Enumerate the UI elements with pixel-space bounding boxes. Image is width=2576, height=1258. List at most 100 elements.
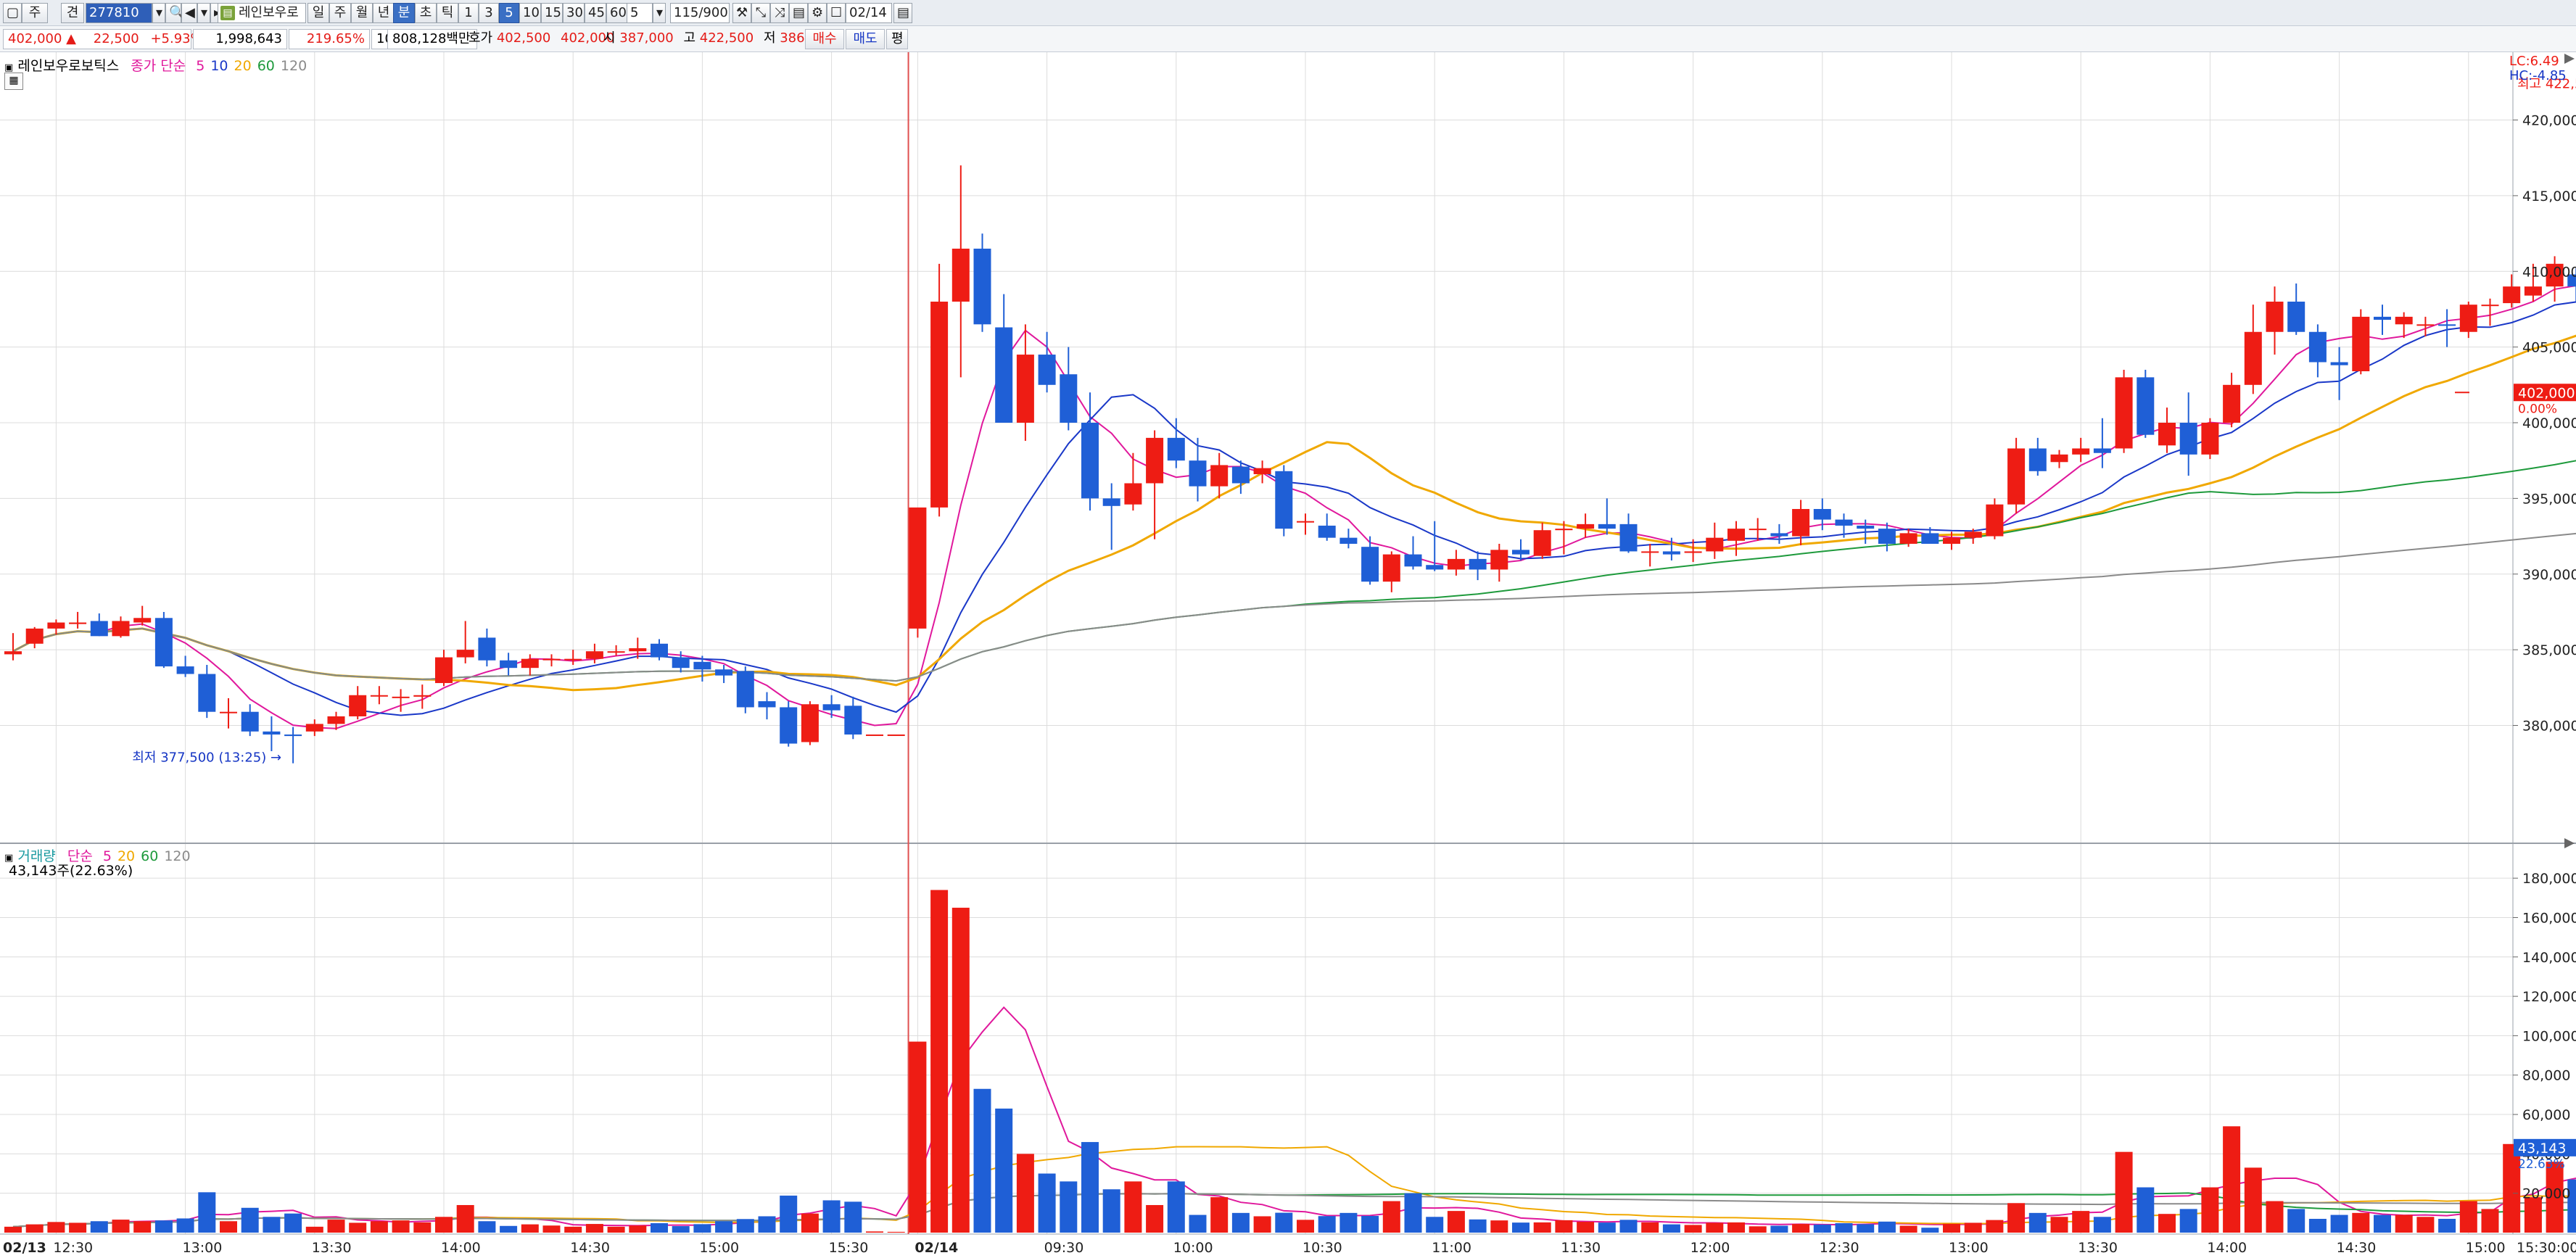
volume-bar[interactable]: [2137, 1187, 2155, 1233]
volume-bar[interactable]: [844, 1201, 862, 1233]
candle[interactable]: [478, 628, 496, 667]
toolbar-item-3[interactable]: ▾: [152, 3, 165, 23]
candle[interactable]: [1339, 529, 1358, 549]
volume-bar[interactable]: [2481, 1209, 2499, 1233]
volume-bar[interactable]: [1943, 1223, 1960, 1233]
volume-bar[interactable]: [1577, 1222, 1595, 1233]
volume-bar[interactable]: [736, 1219, 754, 1233]
volume-bar[interactable]: [1016, 1154, 1034, 1233]
volume-bar[interactable]: [2330, 1214, 2348, 1233]
volume-legend-period-60[interactable]: 60: [141, 848, 159, 864]
volume-bar[interactable]: [930, 890, 949, 1233]
candle[interactable]: [1189, 437, 1207, 502]
candle[interactable]: [1943, 531, 1960, 550]
volume-bar[interactable]: [2416, 1217, 2435, 1233]
candle[interactable]: [2546, 256, 2564, 302]
candle[interactable]: [1081, 392, 1099, 511]
volume-bar[interactable]: [1361, 1215, 1379, 1233]
volume-bar[interactable]: [1964, 1222, 1982, 1233]
candle[interactable]: [2201, 418, 2219, 460]
candle[interactable]: [25, 626, 44, 649]
candle[interactable]: [456, 621, 474, 663]
volume-bar[interactable]: [1275, 1212, 1293, 1233]
candle[interactable]: [930, 263, 949, 517]
candle[interactable]: [435, 650, 453, 687]
volume-bar[interactable]: [1081, 1142, 1099, 1233]
candle[interactable]: [585, 643, 603, 663]
candle[interactable]: [2416, 316, 2435, 337]
candle[interactable]: [1253, 460, 1271, 484]
volume-bar[interactable]: [1899, 1225, 1917, 1233]
candle[interactable]: [1813, 498, 1831, 531]
candle[interactable]: [133, 605, 152, 626]
volume-bar[interactable]: [2395, 1214, 2413, 1233]
candle[interactable]: [2524, 263, 2542, 302]
candle[interactable]: [327, 711, 345, 730]
candle[interactable]: [693, 655, 711, 682]
candle[interactable]: [1382, 551, 1400, 592]
candle[interactable]: [198, 665, 216, 719]
candle[interactable]: [909, 507, 927, 638]
toolbar-item-17[interactable]: 3: [479, 3, 499, 23]
candle[interactable]: [607, 645, 625, 656]
candle[interactable]: [2072, 437, 2090, 463]
volume-bar[interactable]: [2308, 1218, 2327, 1233]
candle[interactable]: [2050, 450, 2068, 468]
candle[interactable]: [2093, 418, 2111, 468]
candle[interactable]: [112, 616, 130, 638]
volume-bar[interactable]: [780, 1195, 798, 1233]
candle[interactable]: [1469, 551, 1487, 581]
panel-toggle-icon[interactable]: ▢: [3, 3, 22, 23]
axis-scroll-arrow-icon[interactable]: [2564, 54, 2575, 64]
candle[interactable]: [2287, 283, 2305, 335]
volume-bar[interactable]: [2028, 1212, 2047, 1233]
volume-bar[interactable]: [1512, 1222, 1530, 1233]
volume-bar[interactable]: [1921, 1228, 1939, 1233]
volume-bar[interactable]: [1426, 1217, 1444, 1233]
candle[interactable]: [2244, 305, 2262, 394]
candle[interactable]: [2330, 347, 2348, 400]
volume-bar[interactable]: [25, 1224, 44, 1233]
volume-bar[interactable]: [2503, 1143, 2521, 1233]
volume-bar[interactable]: [1598, 1222, 1616, 1233]
candle[interactable]: [715, 665, 733, 684]
volume-bar[interactable]: [198, 1192, 216, 1233]
toolbar-item-29[interactable]: ⤨: [770, 3, 789, 23]
candle[interactable]: [1792, 500, 1810, 546]
candle[interactable]: [47, 619, 65, 635]
candle[interactable]: [844, 696, 862, 740]
volume-bar[interactable]: [564, 1226, 582, 1233]
price-legend-stock[interactable]: 레인보우로보틱스: [17, 58, 120, 74]
volume-bar[interactable]: [2374, 1214, 2391, 1233]
volume-bar[interactable]: [1231, 1212, 1250, 1233]
volume-bar[interactable]: [693, 1224, 711, 1233]
toolbar-item-22[interactable]: 45: [585, 3, 606, 23]
candle[interactable]: [1297, 513, 1314, 535]
drawing-tool-icon[interactable]: ▦: [4, 73, 23, 90]
volume-bar[interactable]: [176, 1218, 194, 1233]
volume-bar[interactable]: [133, 1221, 152, 1233]
candle[interactable]: [1921, 527, 1939, 544]
candle[interactable]: [2352, 309, 2370, 375]
volume-bar[interactable]: [154, 1220, 173, 1233]
candle[interactable]: [651, 639, 668, 661]
candle[interactable]: [4, 633, 22, 661]
volume-bar[interactable]: [542, 1225, 561, 1233]
volume-bar[interactable]: [1662, 1224, 1680, 1233]
volume-bar[interactable]: [1792, 1224, 1810, 1233]
candle[interactable]: [1662, 537, 1680, 560]
candle[interactable]: [1770, 524, 1788, 544]
volume-bar[interactable]: [672, 1226, 690, 1233]
volume-bar[interactable]: [715, 1221, 733, 1233]
candle[interactable]: [887, 734, 905, 737]
volume-bar[interactable]: [1986, 1220, 2004, 1233]
volume-bar[interactable]: [47, 1222, 65, 1233]
volume-bar[interactable]: [112, 1220, 130, 1233]
volume-bar[interactable]: [1619, 1220, 1638, 1233]
volume-bar[interactable]: [521, 1224, 539, 1233]
volume-bar[interactable]: [1469, 1219, 1487, 1233]
candle[interactable]: [2179, 392, 2197, 476]
volume-bar[interactable]: [1404, 1193, 1422, 1233]
candle[interactable]: [2223, 373, 2241, 428]
candle[interactable]: [780, 701, 798, 747]
